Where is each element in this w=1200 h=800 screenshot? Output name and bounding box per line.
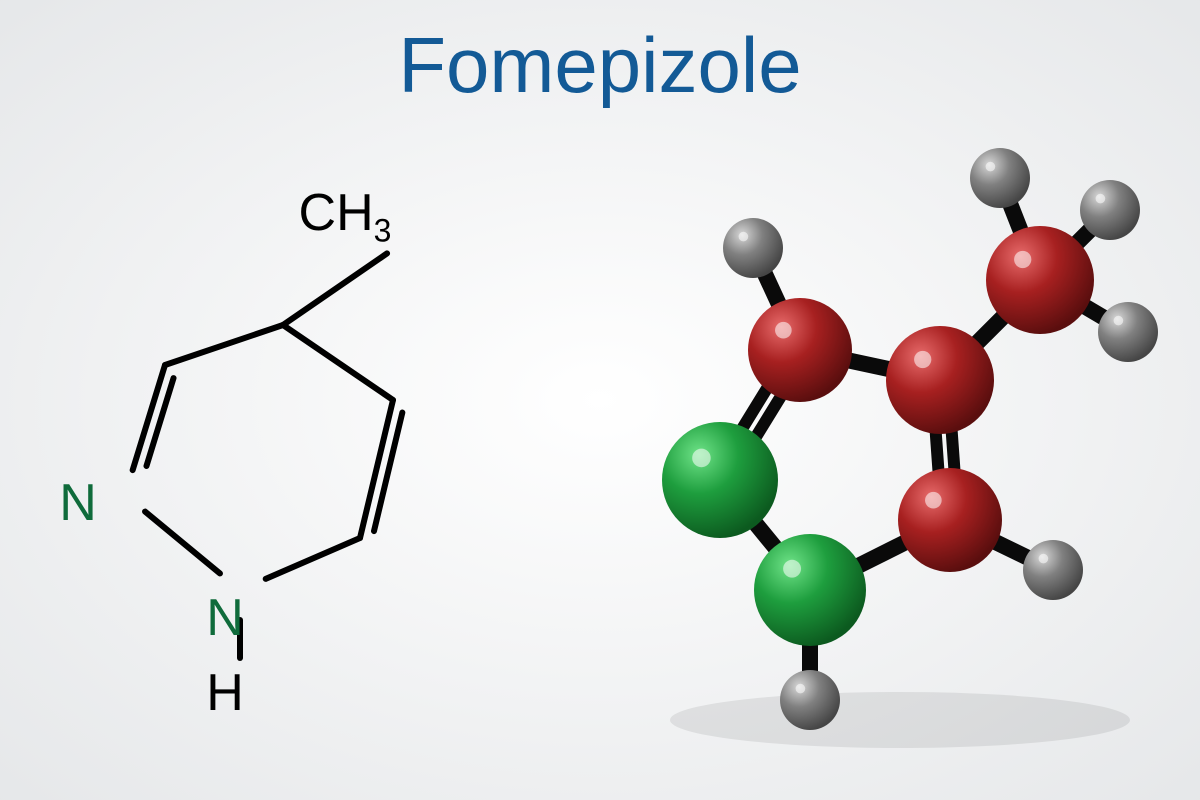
svg-text:N: N <box>59 474 97 532</box>
compound-title: Fomepizole <box>398 20 801 111</box>
atom-carbon <box>986 226 1094 334</box>
atom-hydrogen <box>970 148 1030 208</box>
atom-hydrogen <box>1023 540 1083 600</box>
molecule-diagram: CH3NNH Fomepizole <box>0 0 1200 800</box>
svg-text:H: H <box>206 664 244 722</box>
diagram-svg: CH3NNH <box>0 0 1200 800</box>
svg-text:N: N <box>206 589 244 647</box>
atom-nitrogen <box>662 422 778 538</box>
atom-hydrogen <box>1080 180 1140 240</box>
atom-hydrogen <box>723 218 783 278</box>
atom-carbon <box>886 326 994 434</box>
atom-nitrogen <box>754 534 866 646</box>
atom-hydrogen <box>780 670 840 730</box>
atom-hydrogen <box>1098 302 1158 362</box>
atom-carbon <box>748 298 852 402</box>
atom-carbon <box>898 468 1002 572</box>
